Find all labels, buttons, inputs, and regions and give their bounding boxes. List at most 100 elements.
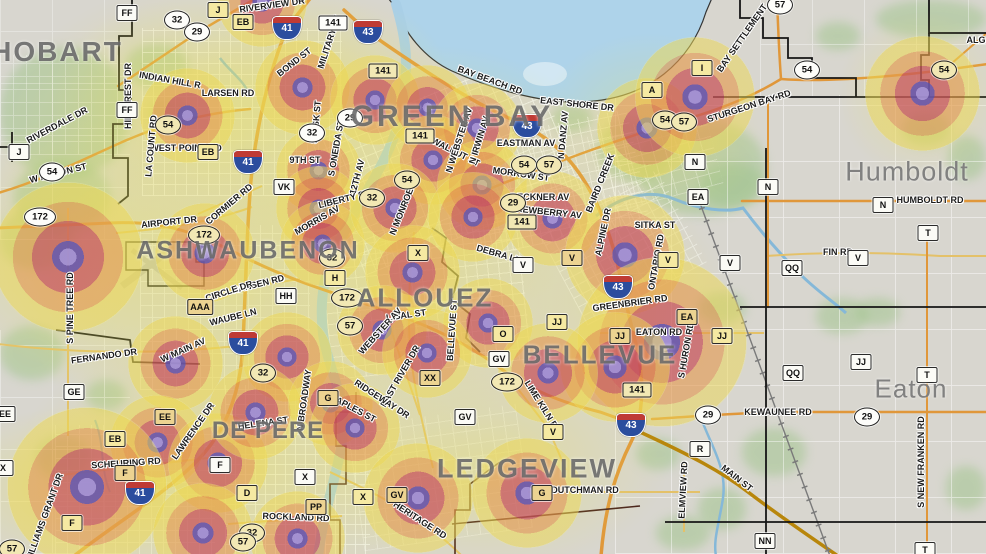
interstate-shield-number: 43 xyxy=(362,27,374,38)
county-road-T-marker: T xyxy=(914,542,936,554)
county-road-V-marker: V xyxy=(657,252,679,268)
hotspot-point[interactable] xyxy=(139,67,235,163)
duck-creek xyxy=(218,57,252,97)
street-label: STURGEON BAY RD xyxy=(706,87,792,125)
street-label: INDIAN HILL R xyxy=(138,69,202,91)
county-road-F-marker: F xyxy=(209,457,231,473)
county-road-FF-marker: FF xyxy=(116,102,138,118)
interstate-43-shield: 43 xyxy=(616,413,646,437)
hotspot-point[interactable] xyxy=(155,203,255,303)
county-road-HH-marker: HH xyxy=(275,288,297,304)
state-highway-172-shield: 172 xyxy=(188,225,220,245)
state-highway-29-shield: 29 xyxy=(184,22,210,42)
us-highway-141-shield: 141 xyxy=(405,128,435,144)
city-label-ledgeview: LEDGEVIEW xyxy=(436,453,618,484)
us-highway-141-shield: 141 xyxy=(622,382,652,398)
county-road-JJ-marker: JJ xyxy=(850,354,872,370)
hotspot-point[interactable] xyxy=(127,315,223,411)
county-road-AAA-marker: AAA xyxy=(187,299,213,315)
county-road-R-marker: R xyxy=(689,441,711,457)
county-road-GV-marker: GV xyxy=(386,487,408,503)
state-highway-54-shield: 54 xyxy=(931,60,957,80)
street-label: S NEW FRANKEN RD xyxy=(916,416,926,508)
county-road-FF-marker: FF xyxy=(116,5,138,21)
interstate-43-shield: 43 xyxy=(603,275,633,299)
county-road-GV-marker: GV xyxy=(488,351,510,367)
city-label-green-bay: GREEN BAY xyxy=(350,100,554,133)
vegetation-patch xyxy=(816,22,860,50)
county-road-JJ-marker: JJ xyxy=(609,328,631,344)
street-label: KEWAUNEE RD xyxy=(744,407,812,417)
interstate-shield-number: 43 xyxy=(625,420,637,431)
city-label-bellevue: BELLEVUE xyxy=(522,339,678,370)
county-road-G-marker: G xyxy=(531,485,553,501)
hotspot-point[interactable] xyxy=(363,443,473,553)
state-highway-29-shield: 29 xyxy=(695,405,721,425)
state-highway-29-shield: 29 xyxy=(500,193,526,213)
state-highway-172-shield: 172 xyxy=(491,372,523,392)
street-label: LARSEN RD xyxy=(201,88,255,98)
interstate-shield-number: 41 xyxy=(134,488,146,499)
street-label: AIRPORT DR xyxy=(140,214,198,230)
interstate-41-shield: 41 xyxy=(272,16,302,40)
county-road-X-marker: X xyxy=(294,469,316,485)
city-label-hobart: HOBART xyxy=(0,36,123,67)
vegetation-patch xyxy=(856,298,900,326)
county-road-A-marker: A xyxy=(641,82,663,98)
street-label: ALG xyxy=(966,35,986,45)
county-road-X-marker: X xyxy=(407,245,429,261)
county-road-D-marker: D xyxy=(236,485,258,501)
street-label: MORRIS AV xyxy=(292,203,342,237)
us-highway-141-shield: 141 xyxy=(318,15,348,31)
state-highway-54-shield: 54 xyxy=(394,170,420,190)
state-highway-57-shield: 57 xyxy=(767,0,793,15)
state-highway-32-shield: 32 xyxy=(299,123,325,143)
street-label: BAY BEACH RD xyxy=(456,63,524,97)
street-label: RIVERVIEW DR xyxy=(238,0,306,15)
street-label: HERITAGE RD xyxy=(391,499,449,541)
street-label: S PINE TREE RD xyxy=(65,272,75,344)
interstate-shield-number: 43 xyxy=(612,282,624,293)
vegetation-patch xyxy=(700,163,764,207)
city-label-allouez: ALLOUEZ xyxy=(356,282,494,313)
street-label: GREENBRIER RD xyxy=(591,292,669,314)
street-label: EATON RD xyxy=(635,327,683,337)
main-street-road xyxy=(639,430,839,554)
state-highway-54-shield: 54 xyxy=(511,155,537,175)
county-road-JJ-marker: JJ xyxy=(546,314,568,330)
vegetation-patch xyxy=(946,466,986,510)
hotspot-point[interactable] xyxy=(0,182,143,332)
street-label: BAY SETTLEMENT xyxy=(714,2,770,74)
street-label: EASTMAN AV xyxy=(496,138,556,148)
county-road-F-marker: F xyxy=(61,515,83,531)
railroad xyxy=(696,194,831,554)
street-label: W MAIN AV xyxy=(159,335,207,365)
state-highway-57-shield: 57 xyxy=(0,539,25,554)
state-highway-32-shield: 32 xyxy=(359,188,385,208)
county-road-V-marker: V xyxy=(847,250,869,266)
state-highway-57-shield: 57 xyxy=(536,155,562,175)
county-road-QQ-marker: QQ xyxy=(781,260,803,276)
hotspot-point[interactable] xyxy=(472,438,582,548)
county-road-EB-marker: EB xyxy=(104,431,126,447)
state-highway-54-shield: 54 xyxy=(155,115,181,135)
hotspot-point[interactable] xyxy=(7,407,167,554)
street-label: N DANZ AV xyxy=(555,110,571,160)
county-road-N-marker: N xyxy=(684,154,706,170)
east-river-creek xyxy=(595,192,848,315)
county-road-GE-marker: GE xyxy=(63,384,85,400)
us-highway-141-shield: 141 xyxy=(507,214,537,230)
hotspot-point[interactable] xyxy=(864,35,980,151)
interstate-shield-band xyxy=(513,115,541,121)
county-road-NN-marker: NN xyxy=(754,533,776,549)
state-highway-32-shield: 32 xyxy=(319,248,345,268)
interstate-43-shield: 43 xyxy=(353,20,383,44)
county-road-O-marker: O xyxy=(492,326,514,342)
state-highway-57-shield: 57 xyxy=(230,532,256,552)
county-road-T-marker: T xyxy=(916,367,938,383)
interstate-shield-band xyxy=(273,17,301,23)
street-label: MAIN ST xyxy=(719,462,755,494)
street-label: CORMIER RD xyxy=(203,181,255,227)
vegetation-patch xyxy=(86,380,126,410)
